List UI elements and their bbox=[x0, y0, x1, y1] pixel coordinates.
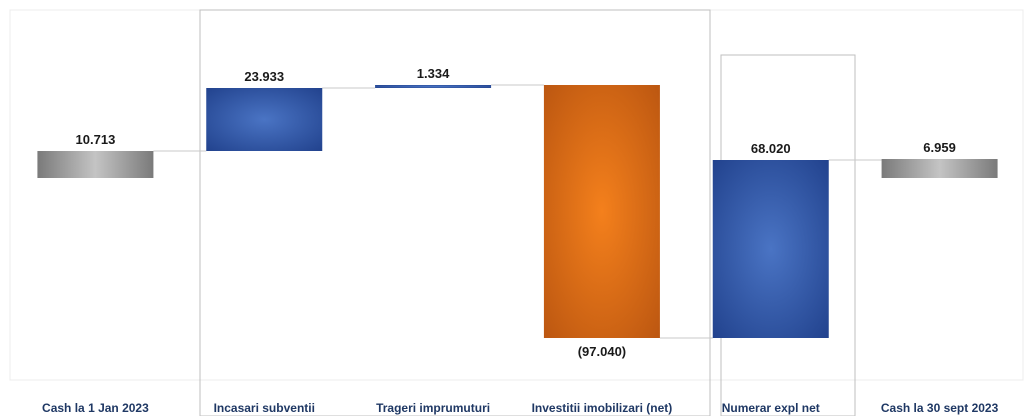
connector-lines bbox=[153, 84, 882, 339]
category-label: Trageri imprumuturi bbox=[376, 401, 490, 415]
bar-trageri-imprumuturi bbox=[375, 85, 492, 88]
value-label: 10.713 bbox=[76, 132, 116, 147]
category-labels: Cash la 1 Jan 2023 Incasari subventii Trag… bbox=[42, 401, 999, 415]
bar-incasari-subventii bbox=[206, 88, 323, 151]
category-label: Incasari subventii bbox=[214, 401, 315, 415]
category-label: Investitii imobilizari (net) bbox=[532, 401, 673, 415]
value-label: 6.959 bbox=[923, 140, 956, 155]
group-box-0 bbox=[199, 9, 711, 416]
plot-area-frame bbox=[9, 9, 1024, 381]
value-label: 68.020 bbox=[751, 141, 791, 156]
bar-cash-la-1-jan-2023 bbox=[37, 151, 154, 178]
bar-investitii-imobilizari-net bbox=[543, 85, 660, 338]
value-labels: 10.713 23.933 1.334 (97.040) 68.020 6.959 bbox=[76, 66, 956, 359]
value-label: 1.334 bbox=[417, 66, 450, 81]
category-label: Cash la 30 sept 2023 bbox=[881, 401, 999, 415]
category-label: Cash la 1 Jan 2023 bbox=[42, 401, 149, 415]
value-label: 23.933 bbox=[244, 69, 284, 84]
group-boxes bbox=[9, 9, 1024, 416]
category-label: Numerar expl net bbox=[722, 401, 820, 415]
bars bbox=[37, 85, 998, 338]
bar-numerar-expl-net bbox=[712, 160, 829, 338]
bar-cash-la-30-sept-2023 bbox=[881, 159, 998, 178]
value-label: (97.040) bbox=[578, 344, 626, 359]
